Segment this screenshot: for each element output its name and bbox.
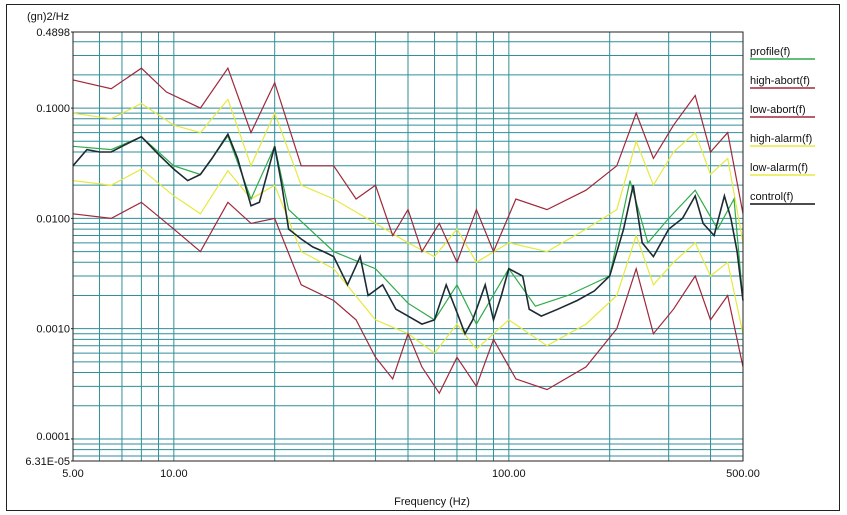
series-line-low-abortf [72, 201, 744, 395]
axes [72, 31, 744, 462]
line-chart: 0.4898 0.1000 0.0100 0.0010 0.0001 6.31E-055.… [25, 11, 815, 508]
x-tick-label: 10.00 [160, 468, 188, 480]
y-tick-label: 6.31E-05 [25, 456, 70, 468]
series-line-high-alarmf [72, 98, 744, 264]
series-layer [72, 66, 744, 395]
legend-label: control(f) [750, 191, 793, 203]
legend-label: high-abort(f) [750, 75, 810, 87]
legend: profile(f) high-abort(f) low-abort(f) high-… [750, 46, 815, 205]
y-tick-label: 0.0010 [36, 324, 70, 336]
x-axis-title: Frequency (Hz) [394, 496, 470, 508]
legend-label: profile(f) [750, 46, 790, 58]
grid [72, 32, 744, 461]
legend-label: high-alarm(f) [750, 133, 812, 145]
x-tick-label: 100.00 [492, 468, 526, 480]
series-line-low-alarmf [72, 168, 744, 354]
legend-label: low-alarm(f) [750, 162, 808, 174]
y-tick-label: 0.0001 [36, 431, 70, 443]
legend-label: low-abort(f) [750, 104, 806, 116]
chart-frame: 0.4898 0.1000 0.0100 0.0010 0.0001 6.31E-05 5.… [6, 4, 840, 511]
series-line-high-abortf [72, 66, 744, 264]
x-tick-label: 500.00 [726, 468, 760, 480]
x-tick-label: 5.00 [62, 468, 83, 480]
y-tick-label: 0.0100 [36, 213, 70, 225]
plot-border [72, 31, 744, 462]
tick-labels: 0.4898 0.1000 0.0100 0.0010 0.0001 6.31E-055.… [25, 27, 759, 480]
series-line-controlf [72, 132, 744, 336]
y-tick-label: 0.1000 [36, 103, 70, 115]
y-axis-title: (gn)2/Hz [27, 11, 69, 23]
y-tick-label: 0.4898 [36, 27, 70, 39]
